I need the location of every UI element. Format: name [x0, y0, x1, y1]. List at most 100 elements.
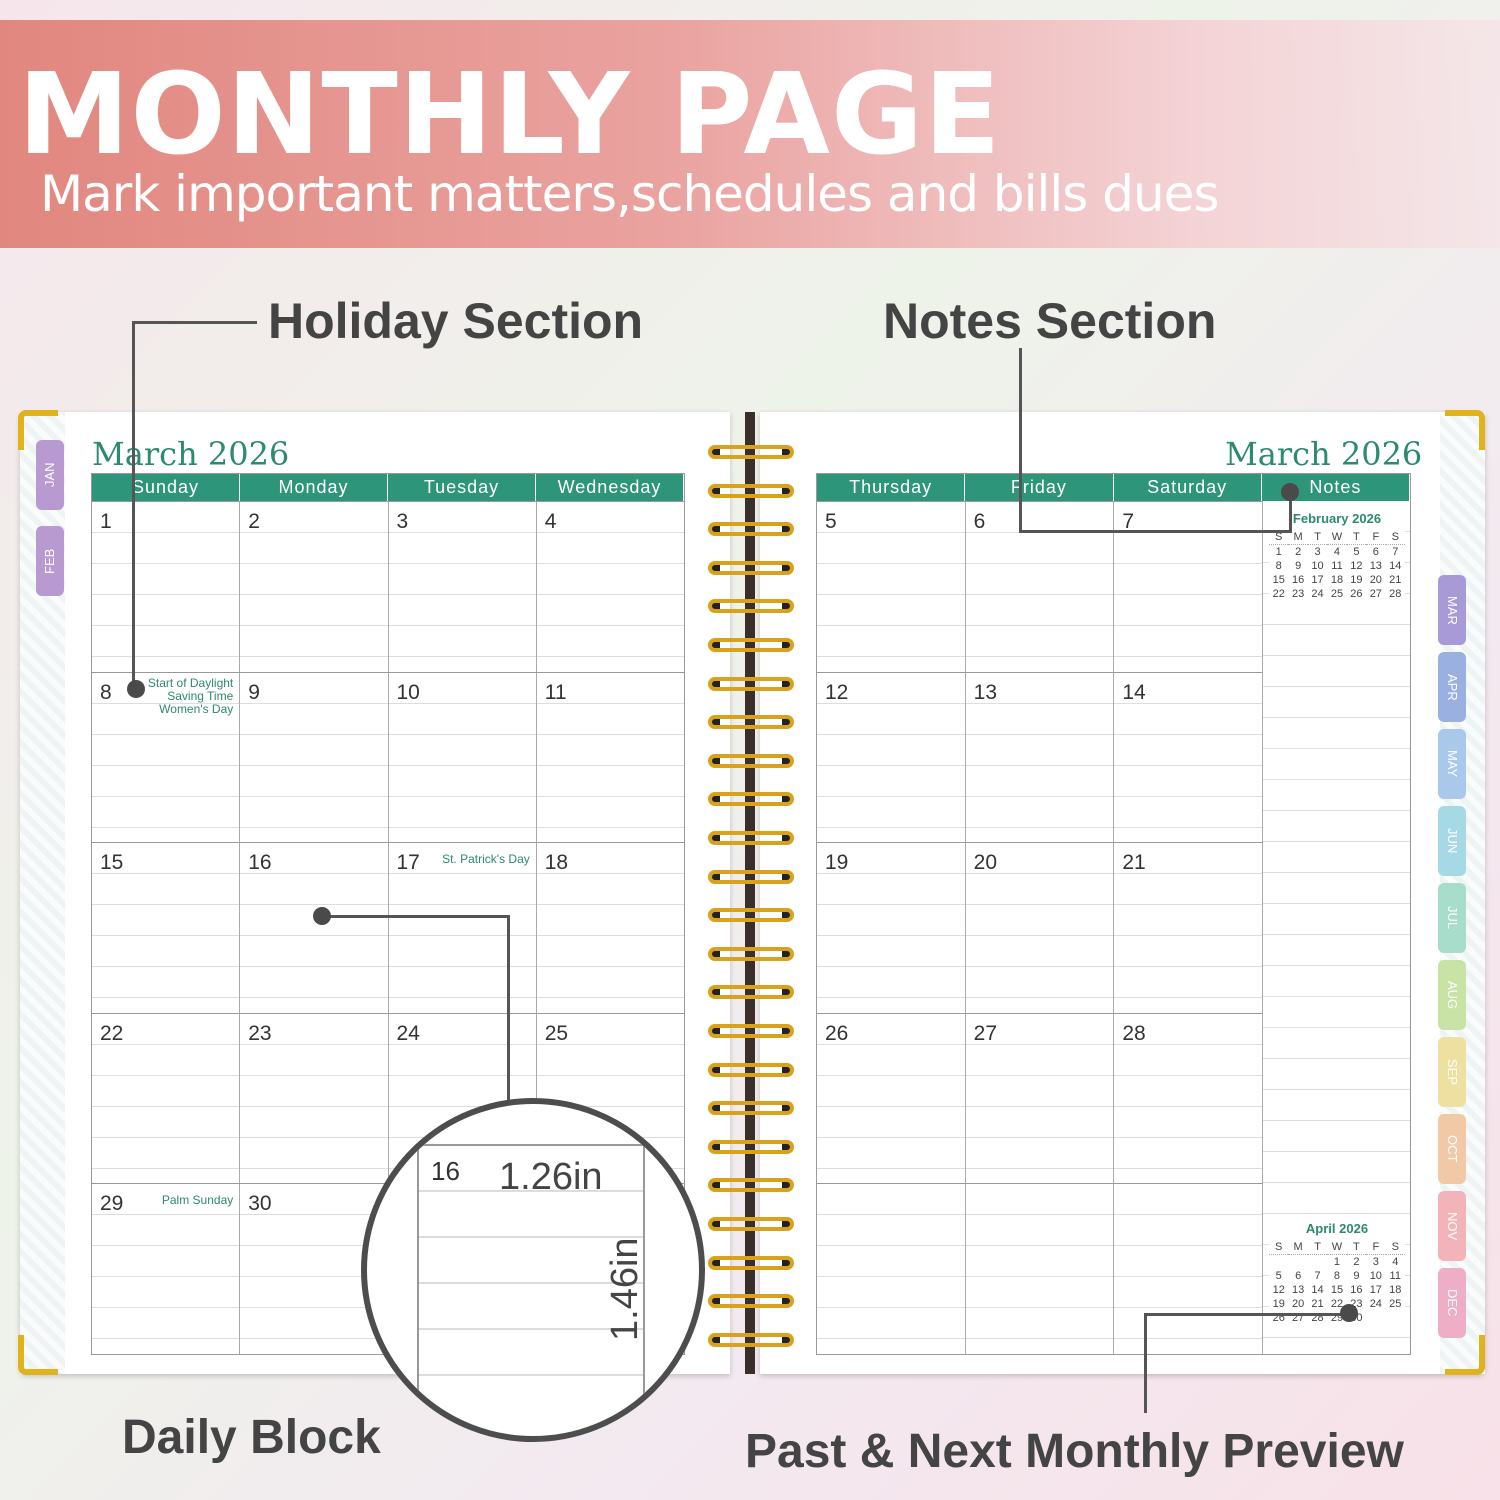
day-number: 19: [825, 851, 849, 875]
weekday-saturday: Saturday: [1114, 474, 1262, 501]
day-cell[interactable]: 13: [965, 672, 1115, 843]
mini-day: 12: [1272, 1284, 1285, 1296]
day-cell[interactable]: 2: [240, 502, 389, 672]
day-cell[interactable]: 23: [240, 1013, 389, 1184]
spiral-ring: [708, 985, 794, 1000]
day-cell[interactable]: 9: [240, 672, 389, 843]
callout-line: [1144, 1313, 1147, 1413]
day-cell[interactable]: 27: [965, 1013, 1115, 1184]
day-cell[interactable]: 21: [1114, 843, 1263, 1013]
month-tab-apr[interactable]: APR: [1438, 652, 1466, 722]
day-cell[interactable]: 12: [817, 672, 966, 843]
week-row: 12 13 14: [817, 671, 1263, 843]
mini-day: 14: [1389, 560, 1402, 572]
day-cell[interactable]: 19: [817, 843, 966, 1013]
mini-day: 22: [1330, 1298, 1344, 1310]
dow-label: T: [1346, 1240, 1367, 1255]
day-number: 17: [396, 851, 420, 875]
day-cell[interactable]: 1: [92, 502, 241, 672]
day-cell[interactable]: 20: [965, 843, 1115, 1013]
spiral-ring: [708, 676, 794, 691]
dow-label: W: [1327, 1240, 1347, 1255]
dow-label: T: [1346, 530, 1367, 545]
day-cell[interactable]: 10: [388, 672, 537, 843]
mini-day: 6: [1372, 546, 1379, 558]
month-tab-jun[interactable]: JUN: [1438, 806, 1466, 876]
day-cell[interactable]: 17 St. Patrick's Day: [388, 843, 537, 1013]
mini-day: 4: [1392, 1256, 1399, 1268]
day-cell[interactable]: [1114, 1184, 1263, 1354]
day-cell[interactable]: 7: [1114, 502, 1263, 672]
weekday-header: Thursday Friday Saturday Notes: [817, 474, 1410, 501]
mini-day: 10: [1369, 1270, 1382, 1282]
day-number: 16: [248, 851, 272, 875]
day-cell[interactable]: 11: [536, 672, 684, 843]
day-cell[interactable]: 5: [817, 502, 966, 672]
spiral-ring: [708, 1217, 794, 1231]
spiral-ring: [708, 522, 794, 537]
mini-calendar-title: February 2026: [1292, 511, 1382, 526]
day-cell[interactable]: 4: [536, 502, 684, 672]
month-tab-oct[interactable]: OCT: [1438, 1114, 1466, 1184]
day-cell[interactable]: [965, 1184, 1115, 1354]
day-number: 3: [396, 510, 409, 533]
mini-week: 15 16 17 18 19 20 21: [1269, 573, 1405, 587]
day-number: 13: [973, 680, 998, 704]
mini-day: 4: [1333, 546, 1341, 558]
day-cell[interactable]: 18: [536, 843, 684, 1013]
spiral-ring: [708, 1062, 794, 1077]
month-tab-mar[interactable]: MAR: [1438, 575, 1466, 645]
month-tab-sep[interactable]: SEP: [1438, 1037, 1466, 1107]
month-tab-nov[interactable]: NOV: [1438, 1191, 1466, 1261]
spiral-ring: [708, 638, 794, 652]
spiral-ring: [708, 1178, 794, 1193]
callout-dot: [313, 907, 331, 925]
mini-day: [1269, 1255, 1288, 1270]
mini-day: 13: [1292, 1284, 1305, 1296]
mini-day: 24: [1369, 1298, 1382, 1310]
day-cell[interactable]: 14: [1114, 672, 1263, 843]
mini-calendar-title: April 2026: [1305, 1221, 1369, 1236]
month-tab-dec[interactable]: DEC: [1438, 1268, 1466, 1338]
day-cell[interactable]: 29 Palm Sunday: [92, 1184, 241, 1354]
spiral-ring: [708, 445, 794, 459]
notes-column[interactable]: February 2026 S M T W T F S 1 2 3 4 5 6 7 8 9 10 11 12 13 14 1…: [1262, 501, 1410, 1354]
weekday-monday: Monday: [240, 474, 388, 501]
mini-day: 8: [1275, 560, 1282, 572]
day-cell[interactable]: 28: [1114, 1013, 1263, 1184]
spiral-ring: [708, 1332, 794, 1347]
day-number: 21: [1122, 851, 1146, 875]
spiral-ring: [708, 560, 794, 575]
month-tab-aug[interactable]: AUG: [1438, 960, 1466, 1030]
mini-calendar-table: S M T W T F S 1 2 3 4 5 6 7 8 9 10 11 12 13 14 15 16 17 18 19 20 21…: [1269, 1240, 1405, 1325]
mini-day: 16: [1292, 574, 1305, 586]
day-cell[interactable]: 6: [965, 502, 1115, 672]
banner-subtitle: Mark important matters,schedules and bil…: [40, 165, 1219, 223]
month-tab-jan[interactable]: JAN: [36, 440, 64, 510]
mini-day: [1288, 1255, 1307, 1270]
mini-day: 3: [1314, 546, 1321, 558]
mini-calendar-february: February 2026 S M T W T F S 1 2 3 4 5 6 7 8 9 10 11 12 13 14 1…: [1269, 511, 1405, 601]
corner-protector: [18, 1335, 58, 1375]
notes-header: Notes: [1262, 474, 1410, 501]
month-tab-feb[interactable]: FEB: [36, 526, 64, 596]
month-tab-may[interactable]: MAY: [1438, 729, 1466, 799]
day-cell[interactable]: 22: [92, 1013, 241, 1184]
holiday-text: Start of Daylight Saving Time Women's Da…: [147, 675, 234, 716]
mini-day: [1386, 1311, 1405, 1325]
dow-label: S: [1269, 530, 1289, 545]
left-month-title: March 2026: [92, 435, 290, 473]
callout-line: [322, 915, 510, 918]
month-tab-jul[interactable]: JUL: [1438, 883, 1466, 953]
dow-label: F: [1366, 530, 1386, 545]
day-cell[interactable]: 26: [817, 1013, 966, 1184]
day-cell[interactable]: 16: [240, 843, 389, 1013]
holiday-text: St. Patrick's Day: [442, 852, 530, 867]
day-cell[interactable]: 3: [388, 502, 537, 672]
day-cell[interactable]: 15: [92, 843, 241, 1013]
day-cell[interactable]: [817, 1184, 966, 1354]
day-cell[interactable]: 8 Start of Daylight Saving Time Women's D…: [92, 672, 241, 843]
day-number: 11: [544, 680, 567, 704]
